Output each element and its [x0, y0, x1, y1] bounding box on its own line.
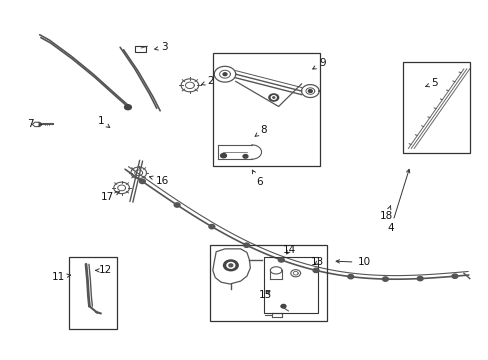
- Circle shape: [139, 179, 145, 184]
- Text: 18: 18: [380, 206, 393, 221]
- Circle shape: [223, 260, 238, 271]
- Circle shape: [416, 276, 422, 281]
- Circle shape: [174, 203, 180, 207]
- Circle shape: [382, 277, 387, 281]
- Circle shape: [243, 154, 247, 158]
- Circle shape: [226, 262, 234, 268]
- Circle shape: [271, 96, 276, 99]
- Text: 8: 8: [255, 125, 267, 136]
- Text: 14: 14: [282, 245, 295, 255]
- Text: 7: 7: [26, 120, 41, 129]
- Bar: [212, 53, 320, 166]
- Bar: [402, 62, 469, 153]
- Circle shape: [278, 258, 284, 262]
- Circle shape: [208, 225, 214, 229]
- Bar: [69, 257, 117, 329]
- Text: 12: 12: [96, 265, 112, 275]
- Circle shape: [347, 274, 353, 279]
- Text: 6: 6: [252, 170, 262, 187]
- Circle shape: [228, 264, 232, 267]
- Bar: [264, 257, 317, 313]
- Text: 10: 10: [335, 257, 370, 267]
- Circle shape: [272, 97, 274, 98]
- Circle shape: [220, 153, 226, 158]
- Circle shape: [451, 274, 457, 278]
- Text: 9: 9: [312, 58, 325, 69]
- Circle shape: [268, 94, 278, 101]
- Text: 4: 4: [386, 169, 409, 233]
- Text: 1: 1: [97, 116, 109, 127]
- Text: 13: 13: [310, 257, 324, 267]
- Circle shape: [223, 73, 226, 76]
- Circle shape: [308, 90, 312, 93]
- Text: 3: 3: [154, 42, 167, 52]
- Bar: [210, 245, 327, 320]
- Text: 15: 15: [258, 291, 271, 301]
- Text: 16: 16: [149, 176, 169, 186]
- Text: 2: 2: [201, 76, 213, 86]
- Text: 11: 11: [52, 272, 70, 282]
- Circle shape: [243, 243, 249, 247]
- Bar: [135, 46, 145, 52]
- Circle shape: [312, 268, 318, 273]
- Text: 17: 17: [100, 192, 119, 202]
- Circle shape: [281, 305, 285, 308]
- Text: 5: 5: [425, 78, 437, 88]
- Circle shape: [124, 105, 131, 110]
